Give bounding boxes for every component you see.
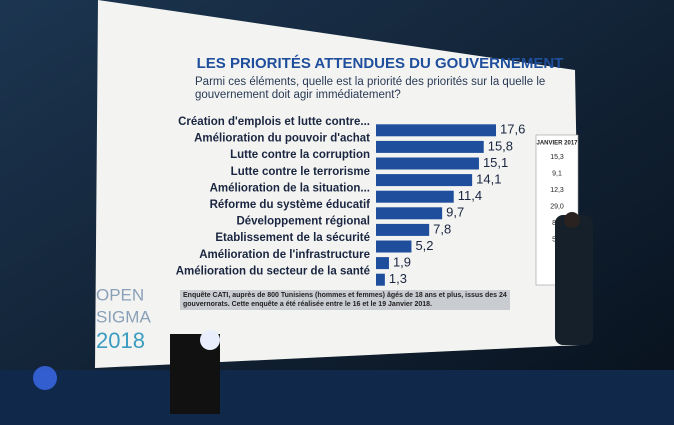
- value-label: 15,1: [483, 155, 508, 170]
- category-label: Création d'emplois et lutte contre...: [178, 116, 370, 128]
- spotlight: [200, 330, 220, 350]
- category-label: Amélioration de la situation...: [210, 182, 370, 194]
- bar: [376, 257, 389, 270]
- comparison-label: 9,1: [552, 170, 562, 177]
- value-label: 7,8: [433, 221, 451, 236]
- category-label: Réforme du système éducatif: [210, 199, 371, 211]
- bar: [376, 157, 479, 170]
- subtitle-box: Parmi ces éléments, quelle est la priori…: [195, 76, 546, 101]
- presenter-head: [564, 212, 580, 228]
- category-label: Amélioration du pouvoir d'achat: [194, 133, 370, 145]
- comparison-label: 8,0: [552, 220, 562, 227]
- value-label: 9,7: [446, 205, 464, 220]
- bar: [376, 207, 443, 220]
- logo-line: SIGMA: [96, 307, 151, 326]
- value-label: 5,2: [415, 238, 433, 253]
- bar: [376, 140, 484, 153]
- comparison-label: 5,9: [552, 236, 562, 243]
- footnote: Enquête CATI, auprès de 800 Tunisiens (h…: [180, 290, 510, 310]
- value-label: 15,8: [488, 138, 513, 153]
- bar: [376, 240, 412, 253]
- chart-subtitle: Parmi ces éléments, quelle est la priori…: [195, 76, 546, 101]
- category-label: Développement régional: [236, 216, 370, 228]
- presenter: [555, 215, 593, 345]
- logo-line: 2018: [96, 328, 145, 353]
- bar: [376, 273, 385, 286]
- footnote-box: Enquête CATI, auprès de 800 Tunisiens (h…: [180, 290, 510, 310]
- bar: [376, 174, 473, 187]
- comparison-title: JANVIER 2017: [536, 141, 578, 147]
- comparison-label: 29,0: [550, 203, 564, 210]
- stage: [0, 370, 674, 425]
- value-label: 1,3: [389, 271, 407, 286]
- comparison-label: 15,3: [550, 154, 564, 161]
- value-label: 17,6: [500, 122, 525, 137]
- bar: [376, 223, 430, 236]
- blue-light: [33, 366, 57, 390]
- category-label: Lutte contre le terrorisme: [231, 166, 370, 178]
- bar: [376, 124, 496, 137]
- slide: [95, 0, 580, 368]
- category-label: Amélioration du secteur de la santé: [176, 265, 370, 277]
- chart-title: LES PRIORITÉS ATTENDUES DU GOUVERNEMENT: [197, 55, 564, 72]
- comparison-label: 12,3: [550, 187, 564, 194]
- bar: [376, 190, 454, 203]
- value-label: 11,4: [458, 188, 482, 203]
- category-label: Amélioration de l'infrastructure: [199, 249, 370, 261]
- logo-line: OPEN: [96, 285, 144, 304]
- category-label: Lutte contre la corruption: [230, 149, 370, 161]
- value-label: 1,9: [393, 255, 411, 270]
- value-label: 14,1: [476, 172, 501, 187]
- category-label: Etablissement de la sécurité: [215, 232, 370, 244]
